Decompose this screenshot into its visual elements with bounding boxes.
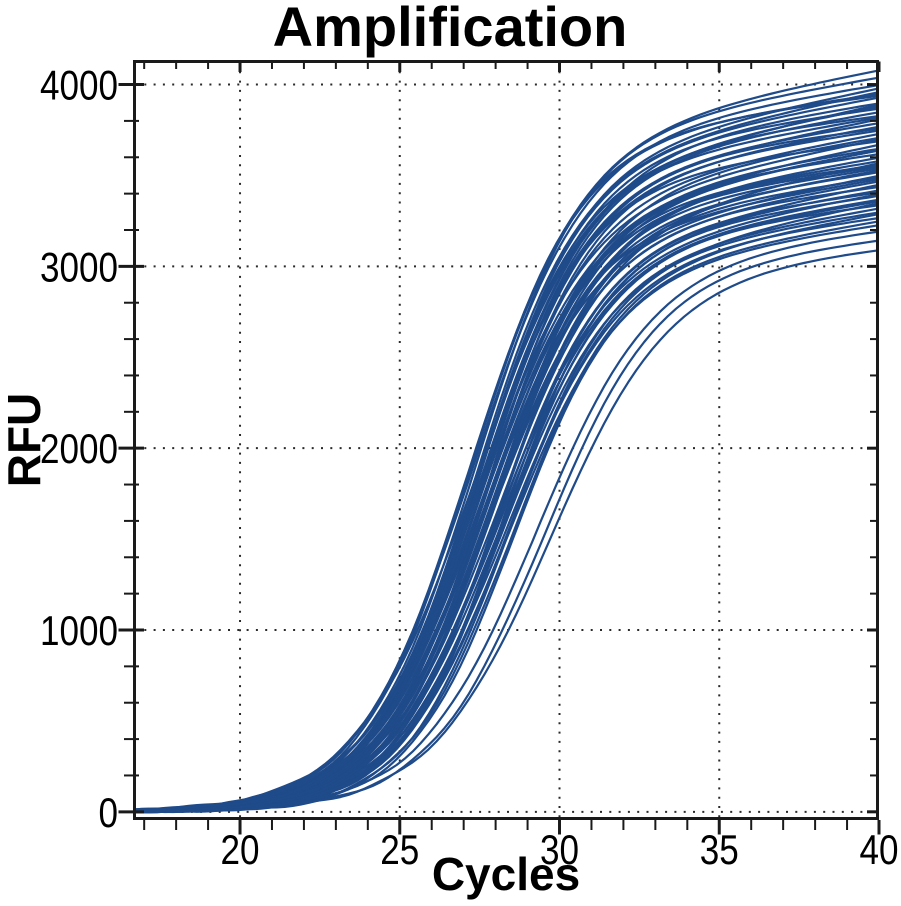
- amplification-curve: [134, 95, 877, 813]
- y-tick-label: 0: [99, 789, 119, 836]
- y-tick-label: 4000: [40, 62, 118, 109]
- chart-title: Amplification: [273, 0, 628, 58]
- amplification-curve: [134, 168, 877, 813]
- amplification-curve: [134, 157, 877, 814]
- amplification-curves: [134, 70, 877, 814]
- amplification-curve: [134, 249, 877, 814]
- y-tick-label: 3000: [40, 243, 118, 290]
- x-tick-labels: 20 25 30 35 40: [221, 826, 899, 873]
- x-tick-label: 20: [221, 826, 260, 873]
- plot-box: [133, 60, 879, 820]
- amplification-curve: [134, 169, 877, 813]
- x-tick-label: 25: [380, 826, 419, 873]
- x-tick-label: 35: [700, 826, 739, 873]
- y-tick-labels: 0 1000 2000 3000 4000: [40, 62, 118, 836]
- y-axis-label: RFU: [0, 393, 50, 488]
- plot-border: [133, 60, 879, 820]
- amplification-curve: [134, 191, 877, 814]
- amplification-curve: [134, 117, 877, 812]
- amplification-curve: [134, 200, 877, 813]
- x-tick-label: 40: [860, 826, 899, 873]
- amplification-curve: [134, 160, 877, 812]
- y-tick-label: 1000: [40, 607, 118, 654]
- axis-ticks: [118, 61, 881, 835]
- amplification-curve: [134, 84, 877, 813]
- x-tick-label: 30: [540, 826, 579, 873]
- y-tick-label: 2000: [40, 425, 118, 472]
- amplification-curve: [134, 162, 877, 813]
- x-axis-label: Cycles: [432, 848, 580, 900]
